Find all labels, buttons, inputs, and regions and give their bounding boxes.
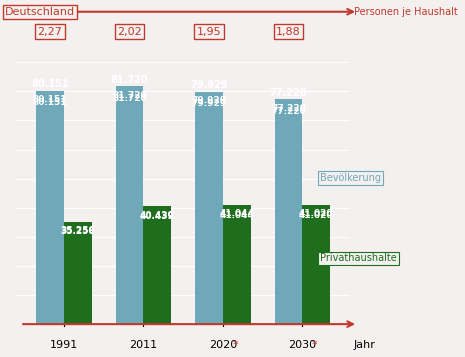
Text: 35.256: 35.256 (60, 227, 95, 236)
Text: 81.720: 81.720 (111, 75, 148, 85)
Text: 79.929: 79.929 (190, 80, 228, 90)
Bar (64, 222, 92, 324)
Text: *: * (232, 340, 238, 350)
Text: 2011: 2011 (129, 340, 158, 350)
Text: Bevölkerung: Bevölkerung (320, 173, 381, 183)
Bar (302, 205, 330, 324)
Bar (223, 205, 251, 324)
Bar (195, 91, 223, 324)
Text: 80.151: 80.151 (33, 95, 67, 104)
Bar (143, 206, 171, 324)
Bar (36, 91, 64, 324)
Bar (274, 99, 302, 324)
Text: *: * (312, 340, 318, 350)
Text: 2,27: 2,27 (38, 27, 62, 37)
Text: 2030: 2030 (288, 340, 316, 350)
Text: Deutschland: Deutschland (5, 7, 75, 17)
Text: 40.439: 40.439 (140, 212, 175, 221)
Text: 79.929: 79.929 (192, 99, 226, 108)
Text: Personen je Haushalt: Personen je Haushalt (354, 7, 458, 17)
Text: 77.220: 77.220 (270, 88, 307, 98)
Text: 77.220: 77.220 (271, 107, 306, 116)
Text: 81.720: 81.720 (112, 94, 147, 102)
Text: 41.020: 41.020 (299, 209, 333, 218)
Text: 79.929: 79.929 (192, 96, 226, 105)
Text: 77.220: 77.220 (271, 104, 306, 113)
Text: 2,02: 2,02 (117, 27, 142, 37)
Text: 41.044: 41.044 (219, 209, 254, 218)
Text: 40.439: 40.439 (140, 211, 175, 220)
Text: 81.720: 81.720 (112, 91, 147, 100)
Text: Privathaushalte: Privathaushalte (320, 253, 397, 263)
Text: 80.151: 80.151 (31, 80, 69, 90)
Text: Jahr: Jahr (354, 340, 376, 350)
Text: 1,88: 1,88 (276, 27, 301, 37)
Text: 1991: 1991 (50, 340, 78, 350)
Text: 80.151: 80.151 (33, 98, 67, 107)
Text: 1,95: 1,95 (197, 27, 221, 37)
Text: 41.020: 41.020 (299, 211, 333, 220)
Text: 2020: 2020 (209, 340, 237, 350)
Bar (116, 86, 143, 324)
Text: 41.044: 41.044 (219, 211, 254, 220)
Text: 35.256: 35.256 (60, 226, 95, 235)
